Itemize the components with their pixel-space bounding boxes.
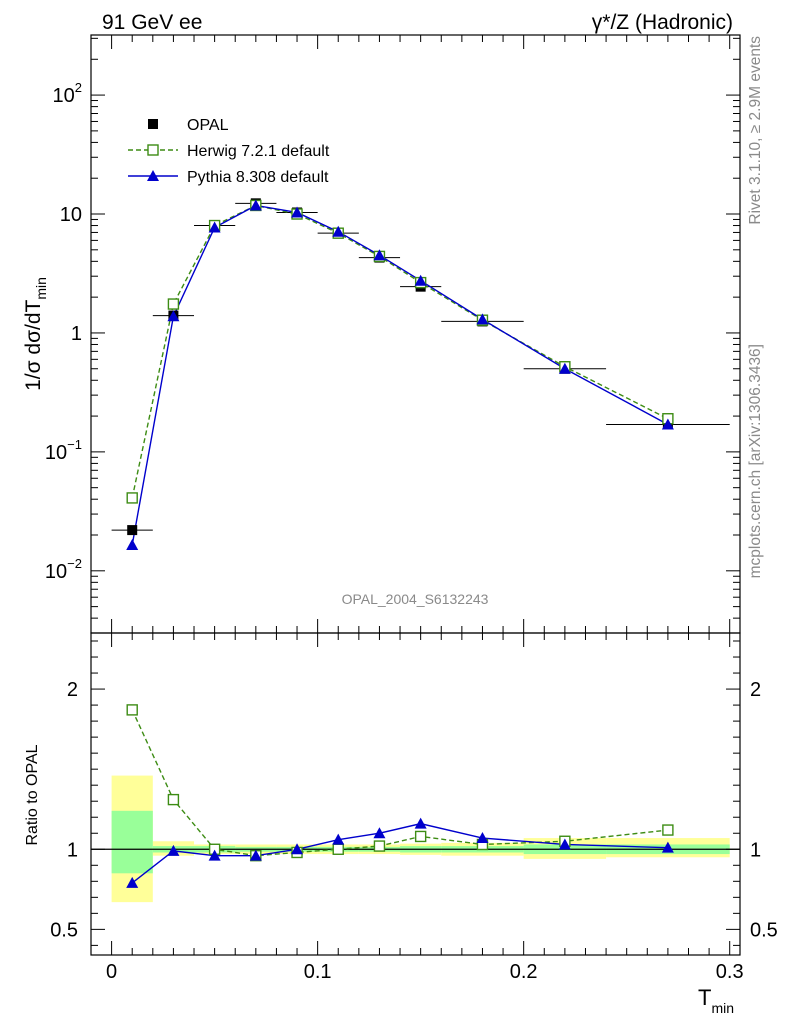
ratio-y-tick-label: 0.5	[50, 919, 78, 941]
legend-marker	[147, 170, 159, 181]
ratio-pythia-point	[249, 849, 262, 861]
herwig-line	[131, 204, 669, 499]
main-ticks	[91, 35, 740, 634]
ratio-pythia-point	[332, 833, 345, 845]
x-tick-labels: 0 0.1 0.2 0.3	[106, 961, 744, 983]
main-data-layer	[111, 198, 730, 550]
pythia-point	[558, 362, 571, 374]
ratio-y-tick-label-right: 0.5	[750, 919, 778, 941]
ratio-herwig-line	[131, 709, 668, 857]
main-y-axis-label: 1/σ dσ/dTmin	[22, 277, 49, 391]
ratio-pythia-point	[476, 832, 489, 844]
ratio-y-tick-label-right: 2	[750, 679, 761, 701]
x-tick-label: 0	[106, 961, 117, 983]
ratio-pythia-point	[208, 849, 221, 861]
pythia-point	[208, 221, 221, 233]
ratio-y-tick-label: 1	[67, 839, 78, 861]
mcplots-label: mcplots.cern.ch [arXiv:1306.3436]	[747, 344, 764, 578]
legend-label: Pythia 8.308 default	[187, 169, 329, 186]
herwig-point	[167, 298, 180, 310]
pythia-point	[126, 538, 139, 550]
ratio-y-axis-label: Ratio to OPAL	[24, 744, 41, 845]
legend: OPAL Herwig 7.2.1 default Pythia 8.308 def…	[128, 117, 330, 186]
pythia-point	[167, 310, 180, 322]
ratio-herwig-point	[373, 840, 386, 852]
ratio-pythia-point	[126, 876, 139, 888]
ratio-herwig-point	[662, 824, 674, 836]
ratio-ticks	[91, 633, 740, 955]
ratio-data-layer	[126, 704, 674, 888]
header-process-label: 91 GeV ee	[102, 11, 202, 34]
ratio-y-tick-label: 2	[67, 679, 78, 701]
main-y-tick-label: 102	[53, 80, 82, 107]
ratio-herwig-point	[167, 793, 180, 806]
pythia-point	[661, 418, 674, 430]
pythia-point	[414, 274, 427, 286]
legend-marker	[148, 119, 158, 129]
main-panel: 10−2 10−1 1 10 102 1/σ dσ/dTmin OPAL Herwig 7…	[22, 34, 741, 634]
ratio-herwig-point	[332, 843, 344, 855]
pythia-line	[131, 204, 669, 546]
legend-label: OPAL	[187, 117, 229, 134]
pythia-point	[332, 225, 345, 237]
ratio-pythia-point	[167, 844, 180, 856]
ratio-herwig-point	[414, 830, 427, 843]
rivet-version-label: Rivet 3.1.10, ≥ 2.9M events	[747, 36, 764, 225]
ratio-pythia-point	[291, 843, 304, 855]
ratio-herwig-point	[126, 704, 138, 716]
opal-point	[127, 525, 138, 536]
analysis-watermark: OPAL_2004_S6132243	[342, 591, 489, 607]
main-y-tick-labels: 10−2 10−1 1 10 102	[45, 80, 82, 583]
ratio-pythia-point	[414, 817, 427, 829]
legend-marker	[147, 144, 159, 156]
legend-label: Herwig 7.2.1 default	[187, 143, 330, 160]
herwig-point	[126, 492, 138, 504]
main-y-tick-label: 1	[71, 323, 82, 345]
pythia-point	[291, 206, 304, 218]
pythia-point	[373, 249, 386, 261]
main-y-tick-label: 10−2	[45, 556, 82, 583]
ratio-y-tick-label-right: 1	[750, 839, 761, 861]
main-y-tick-label: 10	[60, 204, 82, 226]
ratio-pythia-point	[661, 841, 674, 853]
pythia-point	[476, 313, 489, 325]
ratio-pythia-point	[558, 838, 571, 850]
ratio-panel: 0.5 0.5 1 1 2 2 0 0.1 0.2 0.3 Ratio to OPAL Tmin	[24, 632, 778, 1016]
ratio-inner-band	[111, 810, 153, 874]
x-tick-label: 0.2	[510, 961, 538, 983]
ratio-y-tick-labels: 0.5 0.5 1 1 2 2	[50, 679, 778, 941]
ratio-pythia-point	[373, 827, 386, 839]
header-subprocess-label: γ*/Z (Hadronic)	[592, 11, 733, 34]
x-axis-label: Tmin	[698, 985, 734, 1016]
pythia-point	[249, 199, 262, 211]
main-y-tick-label: 10−1	[45, 437, 82, 464]
ratio-frame	[90, 632, 741, 956]
x-tick-label: 0.3	[716, 961, 744, 983]
x-tick-label: 0.1	[304, 961, 332, 983]
